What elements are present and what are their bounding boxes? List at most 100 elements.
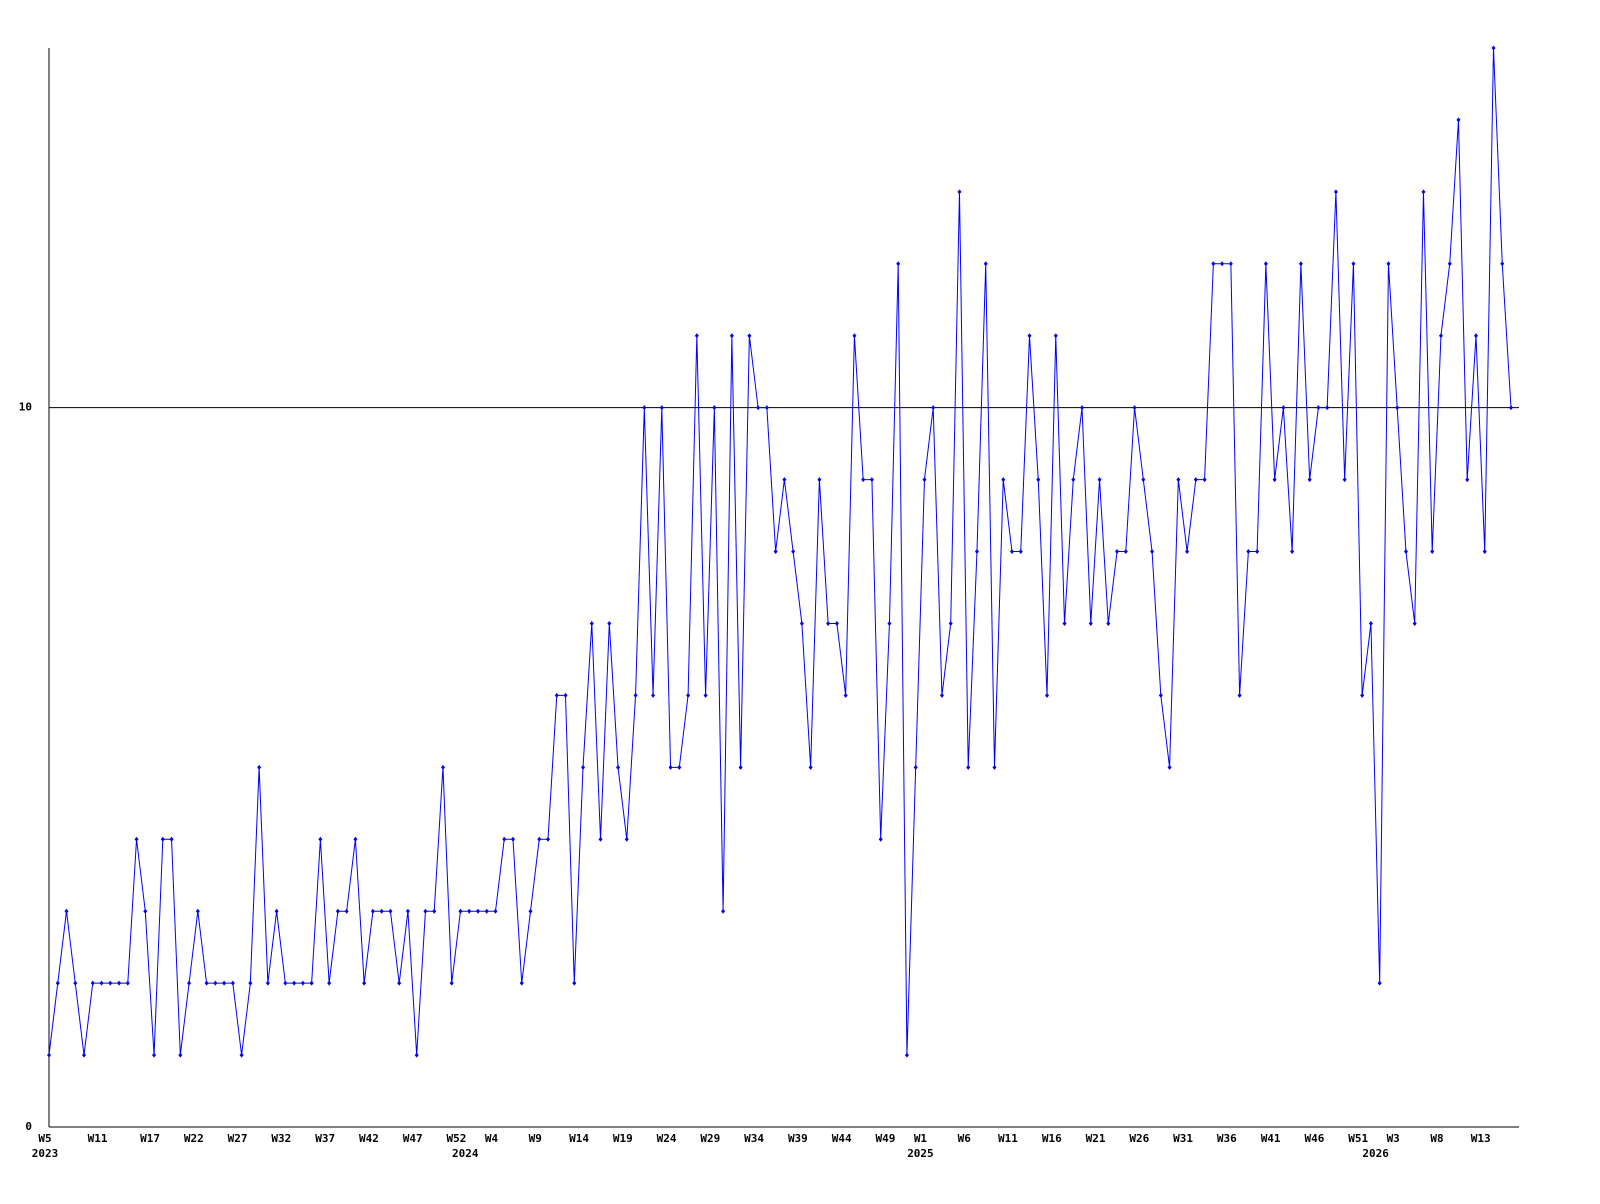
x-tick-label: W39	[788, 1132, 808, 1145]
point	[1456, 117, 1461, 123]
point	[659, 405, 664, 411]
point	[1001, 477, 1006, 483]
point	[134, 836, 139, 842]
point	[1500, 261, 1505, 267]
point	[1438, 333, 1443, 339]
point	[624, 836, 629, 842]
point	[712, 405, 717, 411]
point	[554, 692, 559, 698]
point	[335, 908, 340, 914]
point	[581, 764, 586, 770]
point	[55, 980, 60, 986]
point	[799, 620, 804, 626]
point	[546, 836, 551, 842]
point	[1202, 477, 1207, 483]
point	[493, 908, 498, 914]
point	[1018, 549, 1023, 555]
point	[931, 405, 936, 411]
point	[432, 908, 437, 914]
x-tick-label: W5	[38, 1132, 51, 1145]
point	[152, 1052, 157, 1058]
point	[1281, 405, 1286, 411]
point	[1080, 405, 1085, 411]
point	[1158, 692, 1163, 698]
point	[160, 836, 165, 842]
point	[239, 1052, 244, 1058]
point	[1465, 477, 1470, 483]
point	[633, 692, 638, 698]
point	[651, 692, 656, 698]
point	[405, 908, 410, 914]
point	[519, 980, 524, 986]
point	[1062, 620, 1067, 626]
x-tick-label: W31	[1173, 1132, 1193, 1145]
point	[467, 908, 472, 914]
point	[1482, 549, 1487, 555]
point	[187, 980, 192, 986]
x-tick-label: W46	[1304, 1132, 1324, 1145]
point	[1255, 549, 1260, 555]
point	[791, 549, 796, 555]
point	[414, 1052, 419, 1058]
x-tick-label: W44	[832, 1132, 852, 1145]
point	[353, 836, 358, 842]
point	[948, 620, 953, 626]
x-tick-label: W36	[1217, 1132, 1237, 1145]
point	[843, 692, 848, 698]
point	[808, 764, 813, 770]
point	[265, 980, 270, 986]
point	[861, 477, 866, 483]
point	[852, 333, 857, 339]
point	[668, 764, 673, 770]
point	[747, 333, 752, 339]
point	[1447, 261, 1452, 267]
x-tick-label: W27	[228, 1132, 248, 1145]
point	[773, 549, 778, 555]
point	[817, 477, 822, 483]
point	[878, 836, 883, 842]
point	[1430, 549, 1435, 555]
point	[1368, 620, 1373, 626]
point	[318, 836, 323, 842]
point	[896, 261, 901, 267]
point	[528, 908, 533, 914]
point	[598, 836, 603, 842]
point	[756, 405, 761, 411]
point	[1491, 45, 1496, 51]
point	[616, 764, 621, 770]
point	[1412, 620, 1417, 626]
x-tick-label: W21	[1086, 1132, 1106, 1145]
point	[73, 980, 78, 986]
point	[782, 477, 787, 483]
point	[966, 764, 971, 770]
point	[1167, 764, 1172, 770]
point	[1123, 549, 1128, 555]
point	[82, 1052, 87, 1058]
x-tick-label: W52	[447, 1132, 467, 1145]
point	[283, 980, 288, 986]
x-tick-label: W29	[700, 1132, 720, 1145]
point	[1132, 405, 1137, 411]
point	[1333, 189, 1338, 195]
point	[1115, 549, 1120, 555]
x-tick-label: W17	[140, 1132, 160, 1145]
point	[1421, 189, 1426, 195]
x-tick-label: W4	[485, 1132, 499, 1145]
point	[1246, 549, 1251, 555]
point	[572, 980, 577, 986]
point	[230, 980, 235, 986]
x-tick-label: W26	[1129, 1132, 1149, 1145]
point	[99, 980, 104, 986]
x-tick-label: W16	[1042, 1132, 1062, 1145]
point	[686, 692, 691, 698]
x-year-label: 2023	[32, 1147, 59, 1160]
point	[1045, 692, 1050, 698]
x-tick-label: W1	[914, 1132, 928, 1145]
point	[397, 980, 402, 986]
point	[983, 261, 988, 267]
x-tick-label: W11	[88, 1132, 108, 1145]
point	[1150, 549, 1155, 555]
point	[974, 549, 979, 555]
point	[869, 477, 874, 483]
